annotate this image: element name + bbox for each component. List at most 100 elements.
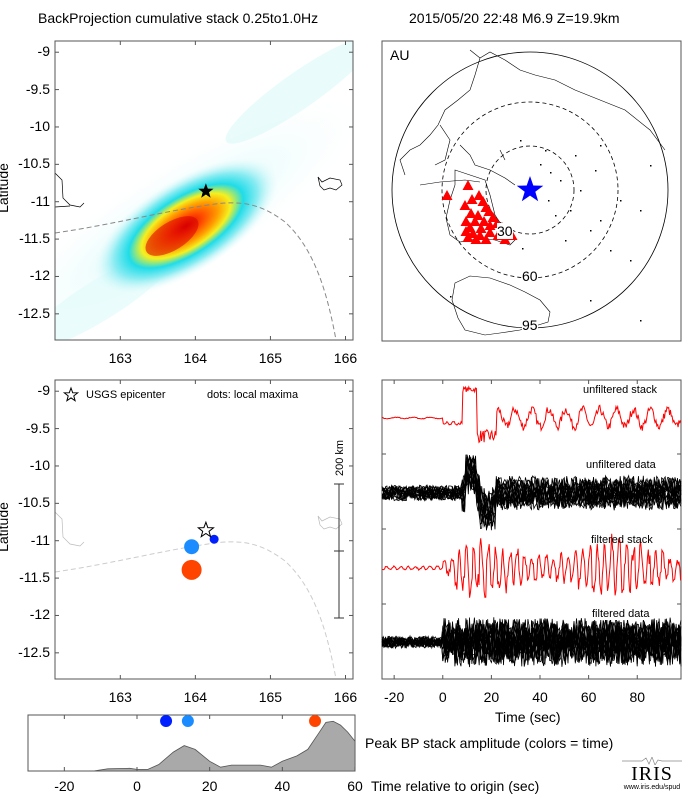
station-triangle (475, 223, 487, 233)
station-triangle (480, 234, 492, 244)
heatmap-sidelobe (225, 41, 353, 144)
station-triangle (483, 206, 495, 216)
data-trace (381, 461, 682, 527)
island-dot (575, 155, 577, 157)
station-triangle (499, 234, 511, 244)
time-marker-dot (309, 715, 322, 727)
bp-plot-title: BackProjection cumulative stack 0.25to1.… (38, 10, 319, 26)
y-tick-label: -9.5 (25, 419, 50, 436)
data-trace (381, 617, 682, 667)
data-trace (381, 618, 682, 667)
x-tick-label: 40 (532, 689, 548, 705)
local-maximum-dot (184, 539, 200, 555)
island-dot (548, 200, 550, 202)
legend-star-mark (62, 386, 80, 402)
station-triangle (462, 180, 474, 190)
epicenter-star (198, 183, 214, 198)
x-tick-label: 40 (274, 778, 291, 794)
station-triangle (470, 234, 482, 244)
x-tick-label: 165 (258, 689, 283, 705)
coastline (55, 511, 85, 547)
coastline (317, 176, 343, 191)
coastline-antarctica (451, 275, 551, 336)
y-tick-label: -12 (29, 606, 50, 623)
waveform-panel (381, 379, 682, 680)
epicenter-star-outline (196, 520, 215, 538)
x-tick-label: 60 (347, 778, 363, 794)
x-tick-label: -20 (384, 689, 405, 705)
filtered-stack-trace (382, 533, 682, 598)
scale-bar-label: 200 km (334, 439, 347, 477)
station-triangle (441, 190, 453, 200)
y-tick-label: -11.5 (19, 569, 50, 586)
island-dot (522, 248, 524, 250)
epicenter-star-mark (198, 183, 214, 198)
bp-heatmap-panel (54, 40, 354, 341)
peak-amplitude-area (28, 720, 356, 772)
epicenter-blue-star-mark (516, 176, 544, 202)
local-maximum-dot (181, 559, 202, 580)
station-triangle (460, 216, 472, 226)
coastline (317, 515, 343, 530)
x-tick-label: 166 (333, 350, 358, 366)
waveform-x-axis-label: Time (sec) (495, 709, 561, 725)
x-tick-label: 163 (108, 689, 132, 705)
coastlines-asia (399, 49, 666, 186)
island-dot (570, 210, 572, 212)
peak-amplitude-x-axis-label: Time relative to origin (sec) (371, 778, 540, 794)
island-dot (620, 200, 622, 202)
filtered-data-traces (381, 617, 682, 668)
y-tick-label: -10.5 (18, 155, 50, 172)
x-tick-label: 164 (183, 689, 208, 705)
station-triangle (473, 190, 485, 200)
trace-label-filtered-stack: filtered stack (591, 534, 653, 546)
trace-label-filtered-data: filtered data (592, 608, 650, 620)
island-dot (550, 172, 552, 174)
local-maxima-panel (54, 379, 354, 680)
coastline (55, 172, 85, 208)
x-tick-label: 0 (438, 689, 447, 705)
x-tick-label: 165 (258, 350, 283, 366)
ring-label-30: 30 (497, 223, 513, 239)
island-dot (640, 210, 642, 212)
trace-label-unfiltered-stack: unfiltered stack (583, 384, 657, 396)
y-tick-label: -10.5 (18, 494, 50, 511)
unfiltered-data-traces (381, 454, 682, 531)
island-dot (600, 220, 602, 222)
island-dot (590, 300, 592, 302)
y-tick-label: -12 (29, 267, 50, 284)
time-marker-dot (160, 715, 173, 727)
station-map-panel (381, 40, 682, 342)
station-triangle (469, 216, 481, 226)
epicenter-star-mark (196, 520, 215, 538)
trace-label-unfiltered-data: unfiltered data (586, 459, 656, 471)
island-dot (590, 230, 592, 232)
island-dot (540, 164, 542, 166)
x-tick-label: 0 (133, 778, 141, 794)
y-tick-label: -12.5 (18, 304, 50, 321)
data-trace (381, 454, 681, 531)
time-marker-dot (181, 715, 194, 727)
heatmap-frame (54, 40, 354, 341)
x-tick-label: 80 (629, 689, 646, 705)
heatmap-field (55, 41, 353, 340)
ring-60 (441, 101, 619, 279)
y-tick-label: -11 (30, 192, 50, 209)
y-tick-label: -10 (29, 117, 50, 134)
plate-boundary (55, 202, 337, 340)
station-triangle (465, 208, 477, 218)
ring-label-95: 95 (522, 317, 538, 333)
iris-logo[interactable]: IRIS www.iris.edu/spud (618, 757, 686, 797)
legend-dots-label: dots: local maxima (207, 389, 299, 401)
island-dot (650, 165, 652, 167)
x-tick-label: 164 (183, 350, 208, 366)
heatmap-peak (145, 216, 199, 256)
station-triangle (484, 227, 496, 237)
legend-epicenter-label: USGS epicenter (86, 389, 166, 401)
map-frame (381, 40, 682, 342)
y-tick-label: -9 (37, 43, 50, 60)
data-trace (381, 456, 682, 526)
island-dot (600, 145, 602, 147)
iris-logo-url: www.iris.edu/spud (623, 784, 681, 791)
